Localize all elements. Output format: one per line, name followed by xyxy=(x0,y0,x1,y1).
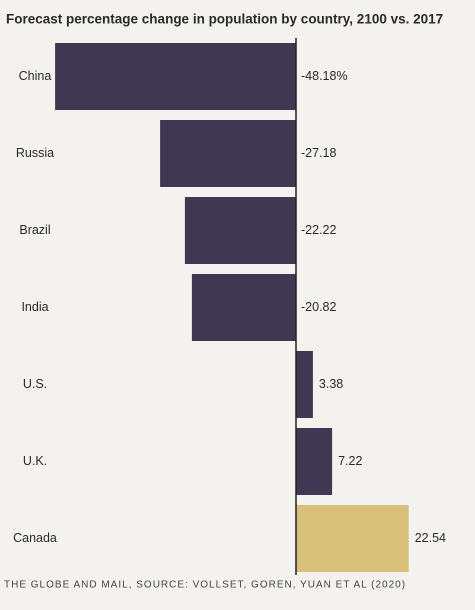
bar xyxy=(191,274,296,341)
source-note: THE GLOBE AND MAIL, SOURCE: VOLLSET, GOR… xyxy=(4,580,406,591)
bar xyxy=(296,351,313,418)
category-label: China xyxy=(19,69,52,83)
bar xyxy=(296,428,333,495)
data-label: 22.54 xyxy=(415,531,446,545)
category-label: U.S. xyxy=(23,377,47,391)
data-label: -48.18% xyxy=(301,69,348,83)
bar xyxy=(184,197,296,264)
category-label: U.K. xyxy=(23,454,47,468)
data-label: -20.82 xyxy=(301,300,336,314)
bar xyxy=(55,43,296,110)
category-label: Russia xyxy=(16,146,54,160)
category-label: Canada xyxy=(13,531,57,545)
bar xyxy=(160,120,296,187)
category-label: India xyxy=(21,300,48,314)
data-label: -27.18 xyxy=(301,146,336,160)
data-label: 3.38 xyxy=(319,377,343,391)
chart-title: Forecast percentage change in population… xyxy=(6,12,443,27)
data-label: 7.22 xyxy=(338,454,362,468)
category-label: Brazil xyxy=(19,223,50,237)
data-label: -22.22 xyxy=(301,223,336,237)
bar xyxy=(296,505,409,572)
